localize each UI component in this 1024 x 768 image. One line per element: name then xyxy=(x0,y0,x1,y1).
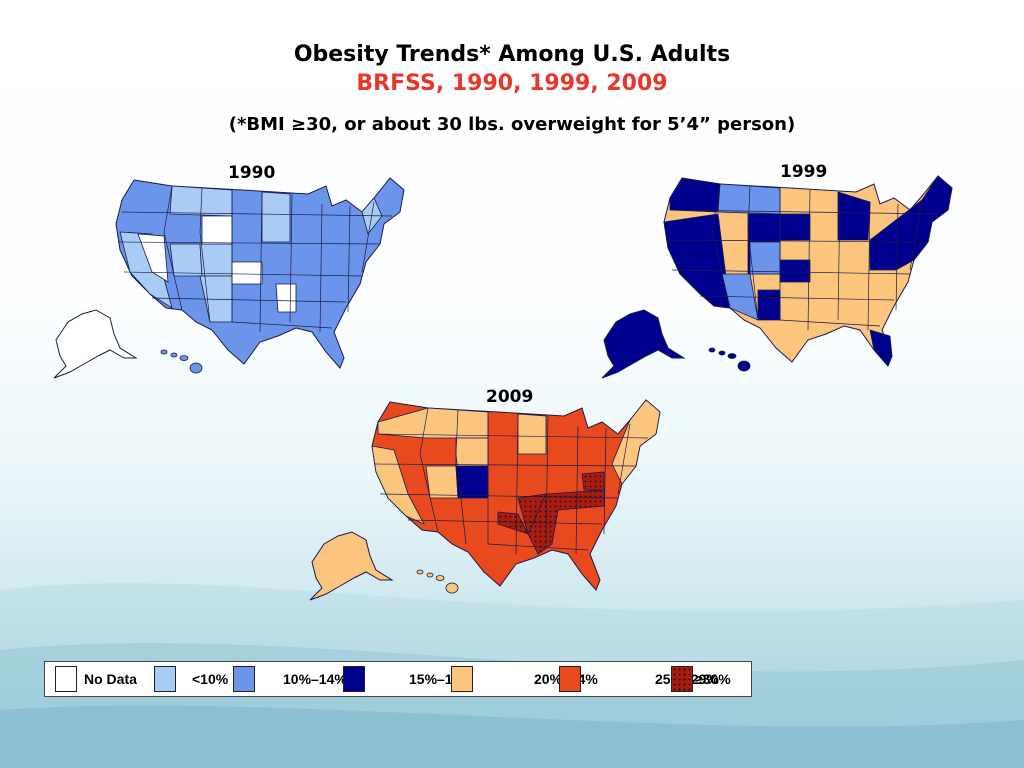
map-1999 xyxy=(663,175,953,367)
map-1999-alaska xyxy=(601,309,685,379)
legend-label-30-plus: ≥30% xyxy=(695,671,731,687)
legend-label-under-10: <10% xyxy=(192,671,229,687)
legend-label-10-14: 10%–14% xyxy=(283,671,347,687)
map-1990-no-data-states xyxy=(137,215,297,313)
map-1990-alaska xyxy=(53,309,137,379)
legend-swatch-10-14 xyxy=(233,666,255,692)
legend-swatch-25-29 xyxy=(559,666,581,692)
map-2009-alaska xyxy=(309,531,393,601)
legend: No Data <10% 10%–14% 15%–19% 20%–24% 25%… xyxy=(44,661,752,697)
map-1990-light-states xyxy=(119,185,383,323)
map-1990 xyxy=(115,177,405,369)
legend-swatch-no-data xyxy=(55,666,77,692)
legend-swatch-30-plus xyxy=(671,666,693,692)
map-2009-year-label: 2009 xyxy=(486,387,534,407)
legend-label-no-data: No Data xyxy=(84,671,137,687)
legend-swatch-20-24 xyxy=(451,666,473,692)
map-2009 xyxy=(371,399,661,591)
map-1999-hawaii xyxy=(708,347,751,372)
map-2009-dark-state xyxy=(455,465,489,499)
map-1990-hawaii xyxy=(160,349,203,374)
header: Obesity Trends* Among U.S. Adults BRFSS,… xyxy=(0,40,1024,135)
legend-swatch-under-10 xyxy=(154,666,176,692)
bmi-note: (*BMI ≥30, or about 30 lbs. overweight f… xyxy=(228,114,796,135)
map-2009-highest-states xyxy=(497,471,605,555)
legend-swatch-15-19 xyxy=(343,666,365,692)
map-2009-hawaii xyxy=(416,569,459,594)
page-subtitle: BRFSS, 1990, 1999, 2009 xyxy=(356,71,668,96)
page-title: Obesity Trends* Among U.S. Adults xyxy=(293,42,731,67)
map-1999-mid-states xyxy=(717,183,781,321)
map-1990-year-label: 1990 xyxy=(228,163,276,183)
map-1999-year-label: 1999 xyxy=(780,162,828,182)
map-2009-light-states xyxy=(371,399,661,525)
